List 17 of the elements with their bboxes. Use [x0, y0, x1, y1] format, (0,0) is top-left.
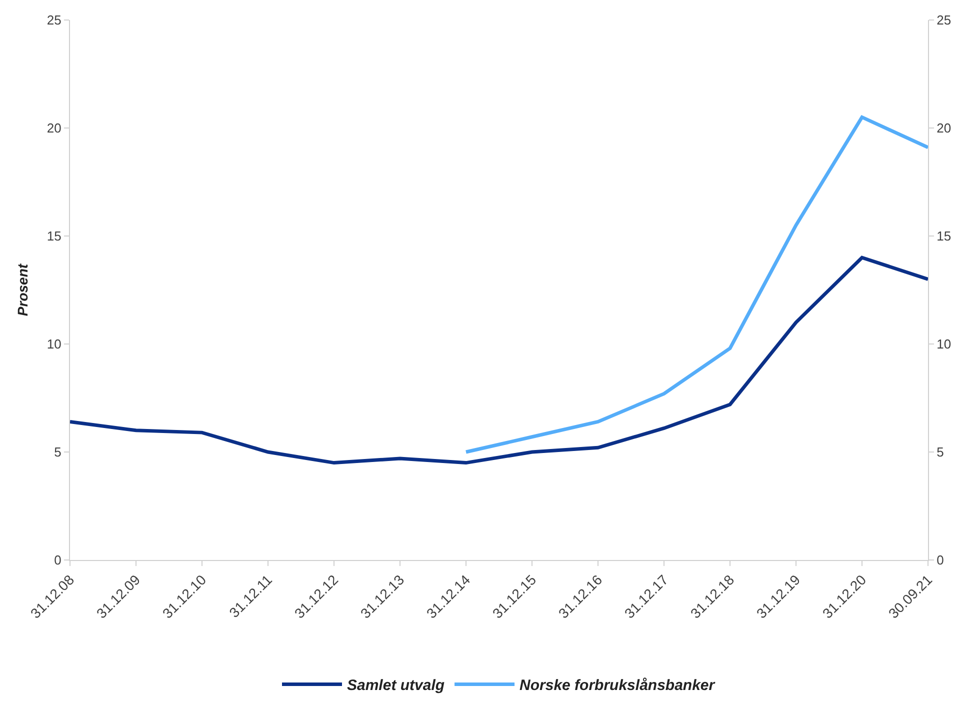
- line-series: [464, 115, 928, 454]
- y2-tick-label: 5: [936, 444, 944, 460]
- line-series: [70, 256, 928, 465]
- y-tick-label: 25: [46, 12, 62, 28]
- y2-tick-label: 10: [936, 336, 952, 352]
- y2-tick-label: 25: [936, 12, 952, 28]
- y-tick-label: 10: [46, 336, 62, 352]
- y-tick-label: 15: [46, 228, 62, 244]
- y-tick-label: 5: [54, 444, 62, 460]
- legend-label: Samlet utvalg: [347, 677, 445, 694]
- y2-tick-label: 15: [936, 228, 952, 244]
- legend-label: Norske forbrukslånsbanker: [520, 677, 716, 694]
- y-tick-label: 0: [54, 552, 62, 568]
- y2-tick-label: 20: [936, 120, 952, 136]
- y2-tick-label: 0: [936, 552, 944, 568]
- y-tick-label: 20: [46, 120, 62, 136]
- y-axis-title: Prosent: [14, 262, 31, 316]
